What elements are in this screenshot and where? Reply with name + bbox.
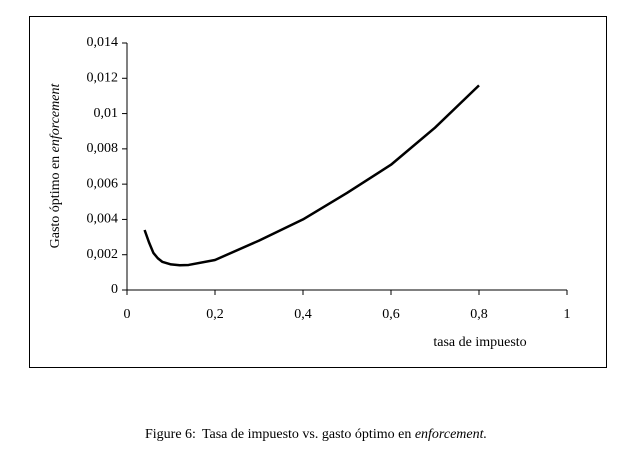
y-axis-label: Gasto óptimo en enforcement <box>48 83 63 249</box>
y-tick-label: 0,012 <box>87 71 119 86</box>
caption: Figure 6: Tasa de impuesto vs. gasto ópti… <box>145 427 487 442</box>
y-tick-label: 0,004 <box>87 212 119 227</box>
caption-label: Figure 6: <box>145 427 196 442</box>
y-tick-label: 0,01 <box>94 106 119 121</box>
x-tick-label: 1 <box>564 307 571 322</box>
x-axis-label: tasa de impuesto <box>433 335 526 350</box>
caption-emphasis: enforcement. <box>415 427 487 442</box>
caption-text: Tasa de impuesto vs. gasto óptimo en <box>202 427 415 442</box>
y-tick-label: 0,002 <box>87 247 119 262</box>
x-tick-label: 0,6 <box>382 307 400 322</box>
y-tick-label: 0,014 <box>87 35 119 50</box>
y-tick-label: 0,008 <box>87 141 119 156</box>
x-tick-label: 0,8 <box>470 307 488 322</box>
frame <box>29 16 607 368</box>
y-tick-label: 0,006 <box>87 176 119 191</box>
y-axis-label-text: Gasto óptimo en <box>48 152 63 248</box>
x-tick-label: 0 <box>124 307 131 322</box>
y-tick-label: 0 <box>111 282 118 297</box>
x-tick-label: 0,2 <box>206 307 224 322</box>
x-tick-label: 0,4 <box>294 307 312 322</box>
y-axis-label-emphasis: enforcement <box>48 83 63 153</box>
data-line <box>143 84 480 267</box>
